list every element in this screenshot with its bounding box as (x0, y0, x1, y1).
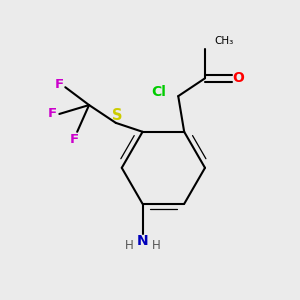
Text: CH₃: CH₃ (214, 36, 233, 46)
Text: F: F (48, 107, 57, 121)
Text: O: O (232, 71, 244, 85)
Text: F: F (70, 133, 79, 146)
Text: Cl: Cl (152, 85, 166, 99)
Text: H: H (152, 239, 160, 252)
Text: H: H (125, 239, 134, 252)
Text: F: F (55, 78, 64, 91)
Text: N: N (137, 234, 148, 248)
Text: S: S (112, 108, 123, 123)
